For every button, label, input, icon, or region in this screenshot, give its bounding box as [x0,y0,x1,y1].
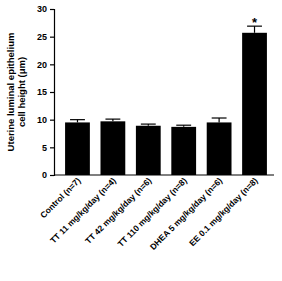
bar [136,126,161,175]
error-cap [212,117,227,118]
y-tick-label: 30 [37,4,47,14]
error-bar [212,118,227,122]
y-tick: 25 [37,32,54,42]
y-axis: 0 5 10 15 20 25 30 [37,4,55,180]
y-tick: 30 [37,4,54,14]
x-tick-label: TT 110 mg/kg/day (n=8) [115,175,188,248]
x-axis-line [54,174,274,175]
y-tick-label: 15 [37,87,47,97]
error-cap [105,119,120,120]
error-bar [70,120,85,123]
chart: 0 5 10 15 20 25 30 Control (n=7)TT 11 mg/kg/day… [0,0,282,281]
y-tick-label: 5 [42,143,47,153]
y-tick-mark [50,37,54,38]
y-axis-title: Uterine luminal epitheliumcell height (μ… [5,33,27,152]
y-tick-mark [50,64,54,65]
y-tick-label: 10 [37,115,47,125]
error-cap [141,123,156,124]
y-tick: 10 [37,115,54,125]
y-tick: 0 [42,170,54,180]
error-bar [176,125,191,127]
error-stem [219,118,220,122]
bar [171,127,196,175]
bar [100,121,125,175]
y-tick-mark [50,147,54,148]
y-axis-title-line: Uterine luminal epithelium [5,33,16,152]
bar [207,122,232,175]
x-tick-label: DHEA 5 mg/kg/day (n=6) [148,175,225,252]
bar [242,33,267,175]
y-tick: 5 [42,143,54,153]
x-tick: TT 42 mg/kg/day (n=6) [83,175,153,246]
error-cap [176,125,191,126]
y-tick: 15 [37,87,54,97]
x-tick: DHEA 5 mg/kg/day (n=6) [148,175,225,252]
x-tick: EE 0.1 mg/kg/day (n=8) [187,175,260,248]
x-tick: TT 110 mg/kg/day (n=8) [115,175,188,249]
error-bar [105,119,120,121]
y-tick-label: 20 [37,60,47,70]
x-tick-label: TT 42 mg/kg/day (n=6) [83,175,153,245]
bar [65,122,90,175]
y-tick-mark [50,175,54,176]
y-axis-line [50,10,55,176]
x-tick: TT 11 mg/kg/day (n=4) [48,175,118,246]
y-axis-title-line: cell height (μm) [16,57,27,127]
y-tick-label: 25 [37,32,47,42]
x-tick-label: TT 11 mg/kg/day (n=4) [48,175,118,245]
y-tick-label: 0 [42,170,47,180]
y-tick-mark [50,92,54,93]
y-tick: 20 [37,60,54,70]
x-axis: Control (n=7)TT 11 mg/kg/day (n=4)TT 42 … [38,175,274,252]
plot-area [65,26,267,175]
error-bar [141,124,156,126]
annotation: * [252,15,258,30]
y-tick-mark [50,120,54,121]
error-cap [70,119,85,120]
y-tick-mark [50,9,54,10]
x-tick-label: EE 0.1 mg/kg/day (n=8) [187,175,260,248]
